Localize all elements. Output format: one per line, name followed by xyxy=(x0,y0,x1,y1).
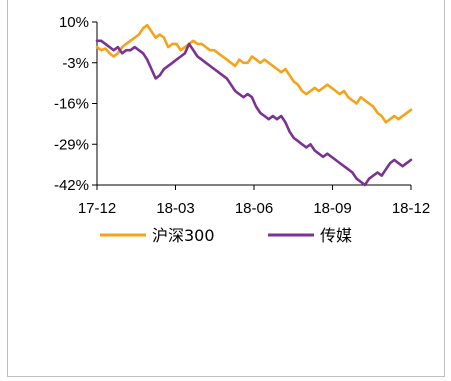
legend-label-0: 沪深300 xyxy=(152,226,215,245)
x-tick-label: 18-09 xyxy=(313,200,351,217)
y-tick-label: 10% xyxy=(59,14,89,31)
x-tick-label: 18-03 xyxy=(156,200,194,217)
series-layer xyxy=(95,23,413,187)
y-tick-label: -42% xyxy=(54,177,89,194)
x-tick-label: 17-12 xyxy=(78,200,116,217)
x-tick-label: 18-06 xyxy=(235,200,273,217)
chart-legend: 沪深300 传媒 xyxy=(100,226,352,245)
y-tick-label: -16% xyxy=(54,96,89,113)
y-tick-label: -29% xyxy=(54,136,89,153)
chart-axes: 10% -3% -16% -29% -42% 17-12 18-03 18-06 18-09 18… xyxy=(54,14,430,217)
y-tick-label: -3% xyxy=(62,55,89,72)
series-line-1 xyxy=(95,39,413,187)
series-line-0 xyxy=(95,23,413,124)
x-tick-label: 18-12 xyxy=(392,200,430,217)
chart-frame xyxy=(7,0,445,377)
legend-label-1: 传媒 xyxy=(320,226,352,245)
